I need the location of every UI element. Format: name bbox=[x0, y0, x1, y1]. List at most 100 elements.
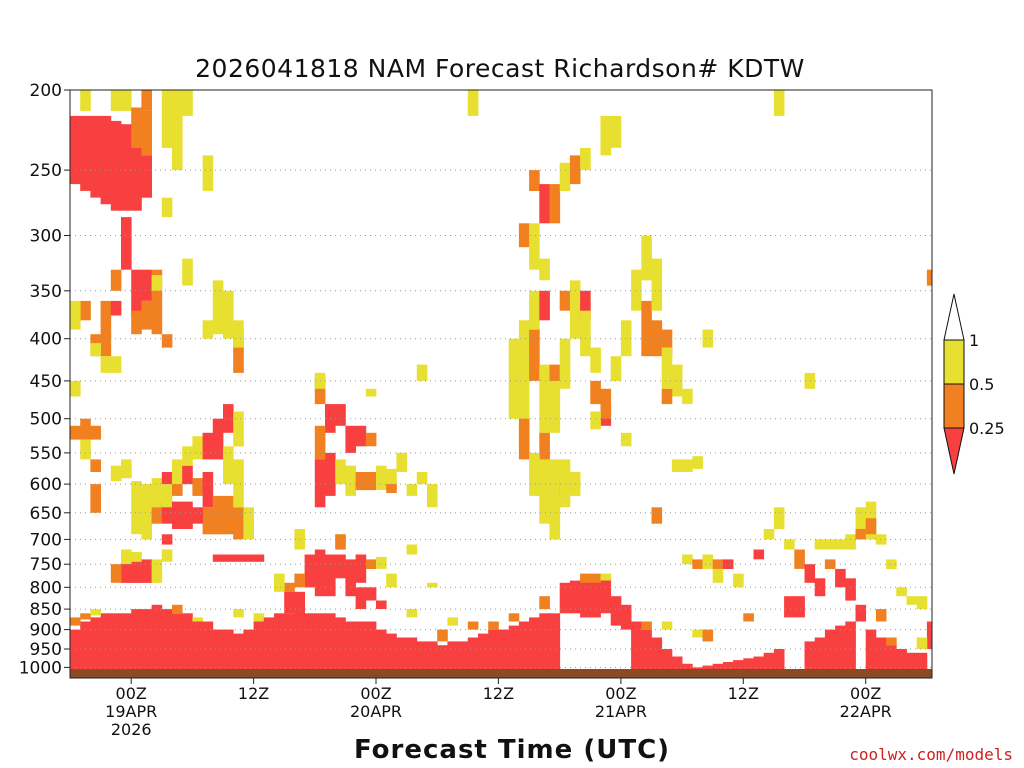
cell-ri_0.5_1 bbox=[386, 468, 397, 485]
cell-ri_lt_0.25 bbox=[80, 621, 91, 678]
cell-ri_lt_0.25 bbox=[182, 613, 193, 678]
cell-ri_lt_0.25 bbox=[345, 425, 356, 453]
chart-title: 2026041818 NAM Forecast Richardson# KDTW bbox=[195, 54, 805, 83]
cell-ri_lt_0.25 bbox=[355, 587, 367, 609]
cell-ri_lt_0.25 bbox=[110, 613, 122, 678]
y-tick-label: 250 bbox=[30, 161, 62, 181]
cell-ri_lt_0.25 bbox=[223, 629, 234, 678]
cell-ri_0.5_1 bbox=[610, 115, 622, 148]
cell-ri_0.25_0.5 bbox=[192, 478, 203, 496]
pressure-gridlines bbox=[70, 169, 932, 668]
credit-text[interactable]: coolwx.com/models bbox=[849, 745, 1013, 764]
cell-ri_lt_0.25 bbox=[641, 629, 652, 678]
cell-ri_0.5_1 bbox=[641, 235, 652, 281]
cell-ri_0.5_1 bbox=[110, 356, 122, 373]
cell-ri_0.5_1 bbox=[916, 596, 928, 610]
cell-ri_0.25_0.5 bbox=[314, 425, 326, 460]
cell-ri_0.5_1 bbox=[151, 478, 163, 508]
cell-ri_0.25_0.5 bbox=[743, 613, 754, 622]
cell-ri_0.5_1 bbox=[916, 637, 928, 649]
cell-ri_0.25_0.5 bbox=[529, 329, 540, 381]
cell-ri_0.25_0.5 bbox=[80, 300, 91, 321]
x-tick-label: 19APR bbox=[105, 702, 157, 721]
cell-ri_0.5_1 bbox=[406, 484, 418, 496]
cell-ri_0.5_1 bbox=[733, 573, 744, 588]
y-tick-label: 850 bbox=[30, 600, 62, 620]
cell-ri_0.25_0.5 bbox=[100, 300, 112, 339]
cell-ri_0.5_1 bbox=[182, 446, 193, 466]
cell-ri_lt_0.25 bbox=[314, 459, 326, 508]
cell-ri_0.25_0.5 bbox=[233, 507, 244, 540]
y-tick-label: 450 bbox=[30, 372, 62, 392]
cell-ri_lt_0.25 bbox=[345, 621, 356, 678]
cell-ri_0.25_0.5 bbox=[712, 559, 724, 569]
cell-ri_0.25_0.5 bbox=[661, 329, 673, 357]
cell-ri_0.5_1 bbox=[131, 481, 142, 535]
cell-ri_0.5_1 bbox=[518, 320, 530, 453]
cell-ri_0.25_0.5 bbox=[202, 507, 214, 535]
cell-ri_0.25_0.5 bbox=[141, 300, 152, 330]
x-tick-label: 12Z bbox=[238, 684, 269, 703]
cell-ri_lt_0.25 bbox=[325, 452, 336, 496]
cell-ri_0.25_0.5 bbox=[70, 425, 81, 440]
cell-ri_lt_0.25 bbox=[233, 554, 244, 562]
cell-ri_0.25_0.5 bbox=[641, 621, 652, 630]
cell-ri_0.5_1 bbox=[814, 539, 826, 550]
cell-ri_0.25_0.5 bbox=[212, 495, 224, 535]
cell-ri_0.5_1 bbox=[661, 347, 673, 389]
cell-ri_lt_0.25 bbox=[192, 507, 203, 524]
cell-ri_0.5_1 bbox=[906, 596, 918, 605]
cell-ri_0.25_0.5 bbox=[365, 432, 377, 447]
cell-ri_0.5_1 bbox=[121, 459, 132, 479]
cell-ri_0.5_1 bbox=[559, 162, 571, 191]
cell-ri_lt_0.25 bbox=[733, 660, 744, 678]
x-tick-label: 00Z bbox=[116, 684, 147, 703]
cell-ri_0.5_1 bbox=[90, 343, 101, 357]
cell-ri_0.5_1 bbox=[70, 300, 81, 330]
cell-ri_0.5_1 bbox=[447, 617, 458, 626]
cell-ri_0.25_0.5 bbox=[284, 582, 295, 592]
cell-ri_0.5_1 bbox=[427, 484, 438, 508]
cell-ri_0.25_0.5 bbox=[855, 529, 867, 540]
cell-ri_0.5_1 bbox=[549, 459, 561, 540]
cell-ri_lt_0.25 bbox=[121, 613, 132, 678]
y-tick-label: 800 bbox=[30, 578, 62, 598]
cell-ri_0.25_0.5 bbox=[223, 495, 234, 535]
cell-ri_0.25_0.5 bbox=[590, 573, 601, 583]
cell-ri_lt_0.25 bbox=[355, 621, 367, 678]
cell-ri_0.5_1 bbox=[784, 539, 795, 550]
cell-ri_lt_0.25 bbox=[202, 472, 214, 508]
cell-ri_0.25_0.5 bbox=[110, 269, 122, 291]
cell-ri_0.5_1 bbox=[345, 465, 356, 496]
cell-ri_0.25_0.5 bbox=[233, 334, 244, 373]
cell-ri_0.5_1 bbox=[804, 372, 816, 389]
cell-ri_lt_0.25 bbox=[549, 613, 561, 678]
cell-ri_lt_0.25 bbox=[763, 652, 775, 678]
cell-ri_lt_0.25 bbox=[80, 115, 91, 191]
cell-ri_lt_0.25 bbox=[488, 629, 499, 678]
cell-ri_0.5_1 bbox=[539, 258, 550, 281]
cell-ri_lt_0.25 bbox=[376, 629, 387, 678]
cell-ri_0.25_0.5 bbox=[365, 559, 377, 569]
cell-ri_0.25_0.5 bbox=[151, 269, 163, 335]
cell-ri_lt_0.25 bbox=[580, 578, 591, 618]
cell-ri_lt_0.25 bbox=[835, 568, 846, 588]
cell-ri_0.25_0.5 bbox=[539, 432, 550, 466]
cell-ri_lt_0.25 bbox=[131, 140, 142, 211]
cell-ri_0.5_1 bbox=[702, 329, 714, 348]
cell-ri_lt_0.25 bbox=[539, 290, 550, 321]
cell-ri_0.25_0.5 bbox=[335, 534, 346, 550]
cell-ri_0.5_1 bbox=[845, 534, 856, 550]
cell-ri_lt_0.25 bbox=[182, 465, 193, 485]
cell-ri_lt_0.25 bbox=[671, 656, 683, 678]
cell-ri_0.25_0.5 bbox=[90, 484, 101, 513]
cell-ri_0.5_1 bbox=[233, 411, 244, 447]
cell-ri_0.25_0.5 bbox=[141, 90, 152, 111]
cell-ri_0.25_0.5 bbox=[90, 425, 101, 440]
cell-ri_0.5_1 bbox=[172, 459, 183, 491]
cell-ri_lt_0.25 bbox=[110, 120, 122, 211]
cell-ri_0.5_1 bbox=[682, 388, 693, 405]
cell-ri_0.5_1 bbox=[855, 507, 867, 529]
cell-ri_0.5_1 bbox=[110, 90, 122, 111]
